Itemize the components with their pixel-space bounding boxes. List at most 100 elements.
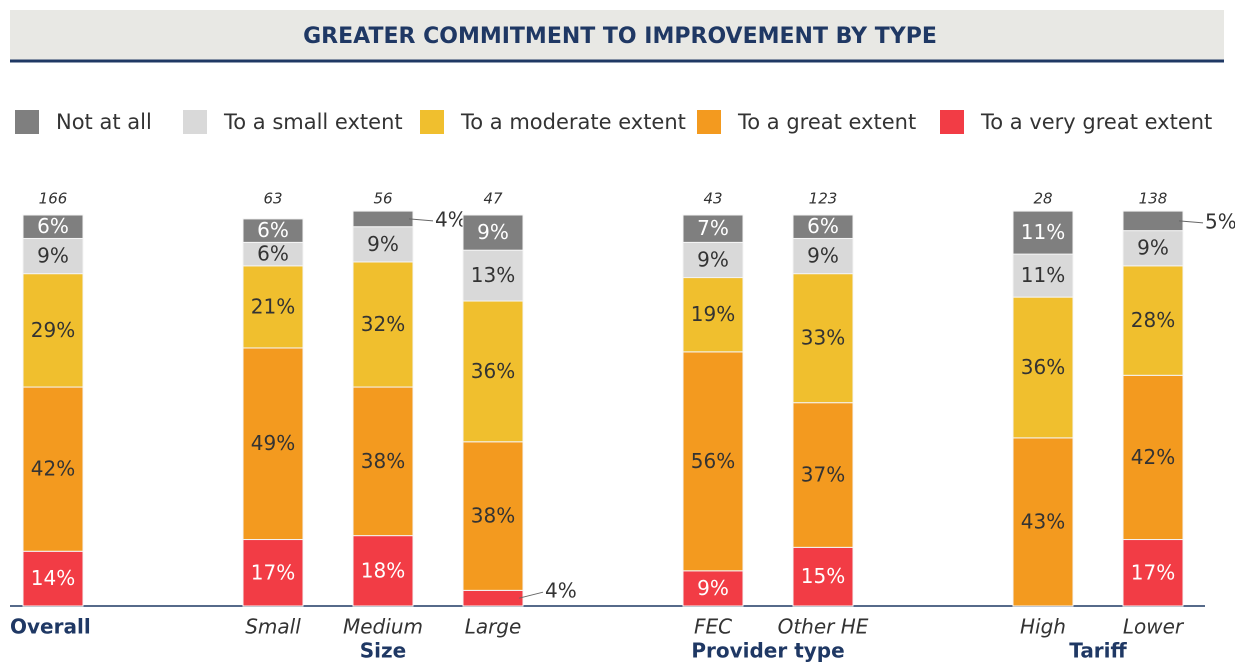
leader-line (518, 591, 544, 599)
bar-segment (1122, 210, 1184, 232)
legend-swatch (697, 110, 721, 134)
data-label: 9% (1137, 236, 1169, 260)
data-label: 9% (697, 576, 729, 600)
legend-swatch (420, 110, 444, 134)
data-label: 9% (477, 220, 509, 244)
data-label: 42% (1131, 445, 1175, 469)
bar-segment (242, 218, 304, 243)
data-label: 28% (1131, 308, 1175, 332)
bar-segment (1122, 265, 1184, 376)
category-label: Lower (1123, 615, 1185, 639)
bar-total: 138 (1139, 190, 1168, 208)
data-label: 7% (697, 216, 729, 240)
bar-total: 166 (39, 190, 68, 208)
legend-label: To a great extent (737, 110, 916, 134)
data-label: 9% (697, 247, 729, 271)
bar-segment (462, 589, 524, 607)
data-label: 4% (435, 207, 467, 231)
bar-segment (462, 214, 524, 251)
bar-segment (792, 214, 854, 239)
data-label: 6% (807, 214, 839, 238)
title-band (10, 10, 1224, 60)
leader-line (1178, 220, 1204, 224)
bar-total: 56 (373, 190, 392, 208)
data-label: 56% (691, 449, 735, 473)
legend-swatch (940, 110, 964, 134)
category-label: FEC (694, 615, 732, 639)
bar-segment (1012, 437, 1074, 607)
bar-segment (352, 261, 414, 388)
bar-segment (1122, 230, 1184, 267)
data-label: 9% (807, 244, 839, 268)
bar-segment (242, 539, 304, 607)
bar-segment (462, 249, 524, 302)
data-label: 6% (257, 242, 289, 266)
bar-total: 123 (809, 190, 838, 208)
bar-segment (352, 386, 414, 537)
data-label: 5% (1205, 209, 1235, 233)
category-label: Overall (10, 615, 91, 639)
group-label: Size (360, 639, 406, 663)
group-label: Provider type (691, 639, 844, 663)
data-label: 18% (361, 558, 405, 582)
group-label: Tariff (1069, 639, 1127, 663)
legend-swatch (183, 110, 207, 134)
data-label: 33% (801, 326, 845, 350)
category-label: High (1020, 615, 1066, 639)
leader-line (408, 218, 434, 222)
data-label: 29% (31, 318, 75, 342)
bar-segment (22, 550, 84, 607)
data-label: 14% (31, 566, 75, 590)
bar-segment (22, 214, 84, 239)
bar-total: 47 (483, 190, 503, 208)
data-label: 36% (1021, 355, 1065, 379)
legend-label: To a small extent (223, 110, 403, 134)
bar-segment (792, 402, 854, 548)
data-label: 11% (1021, 220, 1065, 244)
data-label: 6% (37, 214, 69, 238)
data-label: 19% (691, 302, 735, 326)
bar-segment (352, 535, 414, 607)
category-label: Medium (343, 615, 423, 639)
bar-segment (682, 214, 744, 243)
bar-segment (352, 210, 414, 228)
legend-label: To a moderate extent (460, 110, 686, 134)
bar-total: 28 (1033, 190, 1052, 208)
bar-segment (462, 441, 524, 591)
bar-segment (1012, 253, 1074, 298)
data-label: 37% (801, 463, 845, 487)
bar-segment (792, 273, 854, 404)
bar-total: 43 (703, 190, 722, 208)
data-label: 15% (801, 564, 845, 588)
bar-segment (1122, 539, 1184, 607)
data-label: 49% (251, 431, 295, 455)
data-label: 6% (257, 218, 289, 242)
data-label: 9% (367, 232, 399, 256)
bar-segment (22, 386, 84, 552)
data-label: 36% (471, 359, 515, 383)
legend-swatch (15, 110, 39, 134)
data-label: 43% (1021, 509, 1065, 533)
legend-label: To a very great extent (980, 110, 1212, 134)
bar-segment (1012, 296, 1074, 439)
bar-segment (682, 570, 744, 607)
data-label: 38% (361, 449, 405, 473)
data-label: 32% (361, 312, 405, 336)
data-label: 13% (471, 263, 515, 287)
legend-label: Not at all (56, 110, 152, 134)
data-label: 9% (37, 244, 69, 268)
chart-title: GREATER COMMITMENT TO IMPROVEMENT BY TYP… (303, 24, 937, 49)
bar-segment (462, 300, 524, 443)
bar-segment (682, 351, 744, 572)
data-label: 21% (251, 294, 295, 318)
bar-segment (682, 241, 744, 279)
category-label: Other HE (778, 615, 869, 639)
bar-segment (1012, 210, 1074, 255)
data-label: 42% (31, 457, 75, 481)
data-label: 17% (251, 560, 295, 584)
category-label: Large (465, 615, 522, 639)
data-label: 38% (471, 504, 515, 528)
data-label: 17% (1131, 560, 1175, 584)
data-label: 4% (545, 579, 577, 603)
